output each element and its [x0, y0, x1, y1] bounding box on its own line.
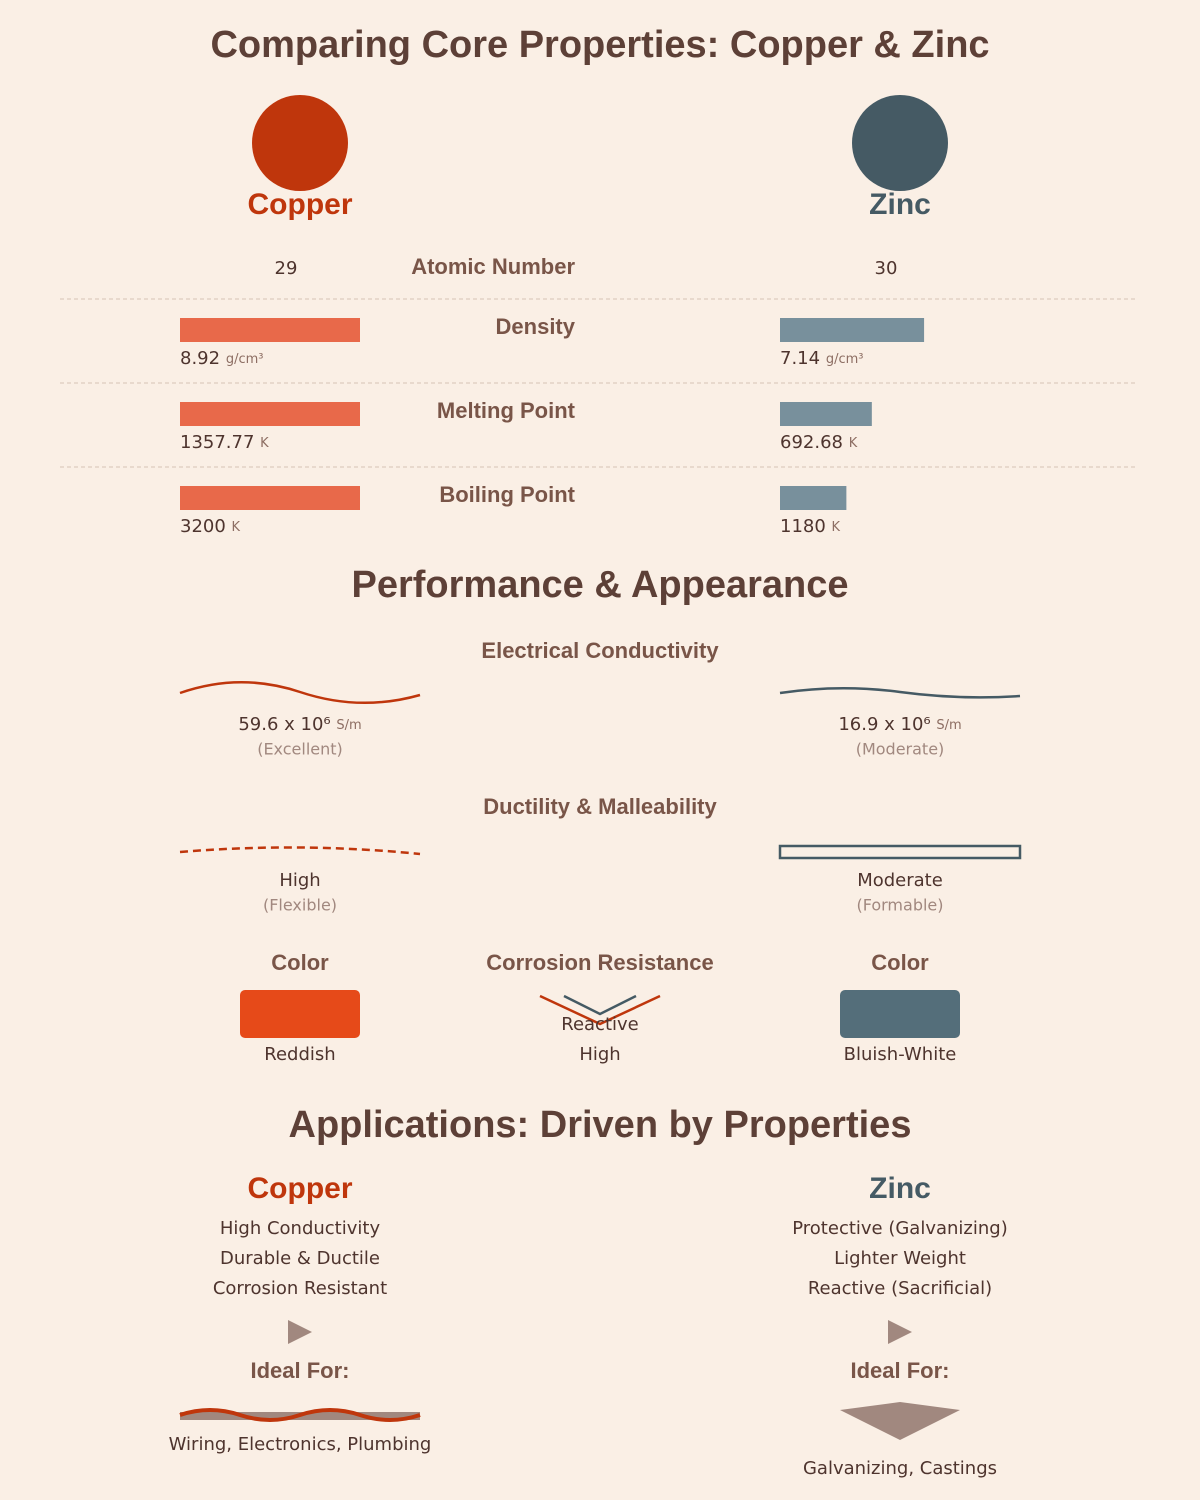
trait: Lighter Weight [834, 1248, 966, 1269]
trait: Protective (Galvanizing) [792, 1218, 1008, 1239]
corrosion-icon [539, 994, 661, 1026]
ductility-note: (Formable) [856, 896, 943, 915]
atomic-number: 29 [275, 258, 298, 279]
wave [779, 686, 1021, 699]
bar [780, 402, 872, 426]
value-label: 692.68 K [780, 432, 858, 453]
unit: K [849, 436, 858, 451]
section-title: Performance & Appearance [351, 564, 848, 606]
ideal-label: Ideal For: [850, 1358, 949, 1383]
casting-icon [840, 1402, 960, 1410]
trait: High Conductivity [220, 1218, 381, 1239]
bar [780, 318, 925, 342]
rating: (Moderate) [856, 740, 945, 759]
bar [780, 486, 847, 510]
value: 692.68 [780, 432, 843, 453]
uses: Wiring, Electronics, Plumbing [169, 1434, 432, 1455]
bar-outline [778, 844, 1022, 860]
atomic-number: 30 [875, 258, 898, 279]
value-label: 1357.77 K [180, 432, 269, 453]
corrosion-value: Reactive [561, 1014, 638, 1035]
value-label: 1180 K [780, 516, 841, 537]
wave [179, 846, 421, 856]
color-swatch [240, 990, 360, 1038]
section-title: Applications: Driven by Properties [289, 1104, 912, 1146]
value: 1357.77 [180, 432, 254, 453]
unit: K [232, 520, 241, 535]
metal-name: Zinc [869, 188, 931, 221]
conductivity-value: 59.6 x 10⁶ S/m [238, 714, 361, 735]
section-label: Ductility & Malleability [483, 794, 717, 819]
row-label: Boiling Point [439, 482, 575, 507]
metal-name: Copper [248, 1172, 353, 1205]
value-label: 8.92 g/cm³ [180, 348, 263, 369]
section-label: Color [271, 950, 329, 975]
unit: K [260, 436, 269, 451]
metal-name: Copper [248, 188, 353, 221]
bar [180, 402, 360, 426]
unit: K [832, 520, 841, 535]
copper-icon [252, 95, 348, 191]
corrosion-value: High [579, 1044, 620, 1065]
ductility-value: Moderate [857, 870, 943, 891]
value-label: 3200 K [180, 516, 241, 537]
section-label: Electrical Conductivity [481, 638, 719, 663]
applications: High Conductivity Durable & Ductile Corros… [213, 1218, 1008, 1299]
bar [180, 318, 360, 342]
metal-name: Zinc [869, 1172, 931, 1205]
bar [180, 486, 360, 510]
section-label: Color [871, 950, 929, 975]
unit: g/cm³ [226, 352, 264, 367]
value-label: 7.14 g/cm³ [780, 348, 863, 369]
corrosion-icon [563, 994, 637, 1016]
row-label: Atomic Number [411, 254, 575, 279]
color-value: Reddish [264, 1044, 335, 1065]
zinc-icon [852, 95, 948, 191]
casting-icon [840, 1410, 960, 1440]
trait: Durable & Ductile [220, 1248, 380, 1269]
color-swatch [840, 990, 960, 1038]
arrow [288, 1320, 312, 1344]
wire-wave [179, 1408, 421, 1422]
ideal-label: Ideal For: [250, 1358, 349, 1383]
value: 1180 [780, 516, 826, 537]
section-label: Corrosion Resistance [486, 950, 713, 975]
conductivity-value: 16.9 x 10⁶ S/m [838, 714, 961, 735]
value: 3200 [180, 516, 226, 537]
value: 8.92 [180, 348, 220, 369]
ductility-note: (Flexible) [263, 896, 337, 915]
row-label: Melting Point [437, 398, 576, 423]
value: 7.14 [780, 348, 820, 369]
dividers [60, 298, 1138, 468]
wave [179, 681, 421, 704]
arrow [888, 1320, 912, 1344]
uses: Galvanizing, Castings [803, 1458, 997, 1479]
trait: Reactive (Sacrificial) [808, 1278, 992, 1299]
title: Comparing Core Properties: Copper & Zinc [210, 24, 989, 66]
unit: g/cm³ [826, 352, 864, 367]
color-value: Bluish-White [844, 1044, 957, 1065]
trait: Corrosion Resistant [213, 1278, 387, 1299]
row-label: Density [496, 314, 576, 339]
rating: (Excellent) [257, 740, 343, 759]
ductility-value: High [279, 870, 320, 891]
